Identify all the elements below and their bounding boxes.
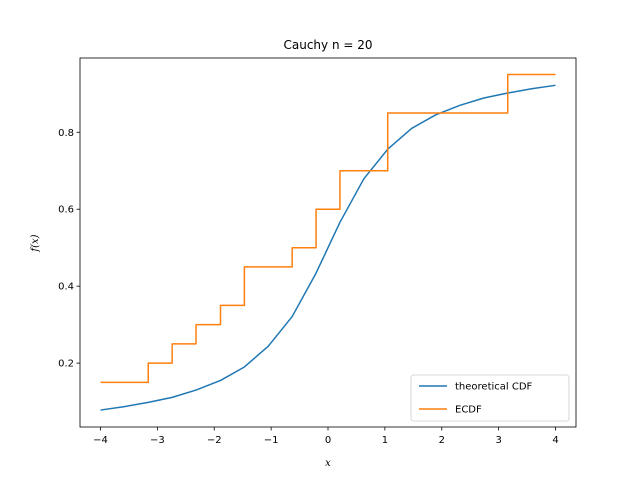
series-line-ecdf bbox=[100, 73, 556, 384]
series-line-theoretical-cdf bbox=[100, 84, 556, 411]
y-tick-label: 0.8 bbox=[58, 128, 74, 139]
y-tick-label: 0.6 bbox=[58, 205, 74, 216]
x-tick-label: 4 bbox=[552, 435, 558, 446]
x-tick-label: 0 bbox=[325, 435, 331, 446]
y-axis-label: f(x) bbox=[30, 234, 41, 252]
plot-area bbox=[100, 73, 556, 411]
x-tick-label: −4 bbox=[93, 435, 108, 446]
x-tick-label: 3 bbox=[495, 435, 501, 446]
legend-label-ecdf: ECDF bbox=[455, 405, 482, 416]
x-tick-label: −3 bbox=[150, 435, 165, 446]
x-tick-label: 2 bbox=[439, 435, 445, 446]
axes: −4 −3 −2 −1 0 1 2 3 4 0.2 0.4 0.6 0.8 bbox=[58, 57, 577, 446]
y-tick-label: 0.2 bbox=[58, 359, 74, 370]
x-axis-label: x bbox=[325, 458, 331, 469]
chart-title: Cauchy n = 20 bbox=[283, 38, 372, 52]
x-tick-label: −2 bbox=[207, 435, 222, 446]
x-tick-label: 1 bbox=[382, 435, 388, 446]
y-tick-label: 0.4 bbox=[58, 282, 74, 293]
legend-frame bbox=[410, 374, 570, 422]
legend: theoretical CDF ECDF bbox=[410, 374, 570, 422]
x-tick-label: −1 bbox=[264, 435, 279, 446]
legend-label-theoretical-cdf: theoretical CDF bbox=[455, 382, 533, 393]
